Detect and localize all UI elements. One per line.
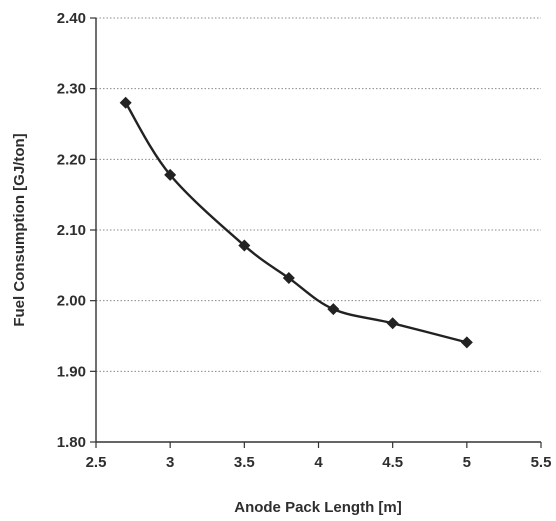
x-tick-label: 3.5 (234, 454, 255, 471)
series (119, 96, 473, 349)
y-tick-label: 2.20 (57, 151, 86, 168)
y-tick-label: 2.40 (57, 10, 86, 27)
grid (96, 17, 541, 372)
x-tick-labels: 2.5 3 3.5 4 4.5 5 5.5 (86, 442, 552, 471)
data-point-marker (282, 272, 295, 285)
y-axis-title: Fuel Consumption [GJ/ton] (11, 133, 28, 326)
y-tick-label: 2.00 (57, 293, 86, 310)
y-tick-labels: 2.40 2.30 2.20 2.10 2.00 1.90 1.80 (57, 10, 96, 451)
data-point-marker (460, 336, 473, 349)
x-tick-label: 5.5 (531, 454, 552, 471)
x-tick-label: 3 (166, 454, 174, 471)
x-tick-label: 4.5 (382, 454, 403, 471)
x-tick-label: 2.5 (86, 454, 107, 471)
data-point-marker (119, 96, 132, 109)
data-point-marker (238, 239, 251, 252)
x-tick-label: 4 (314, 454, 323, 471)
y-tick-label: 2.10 (57, 222, 86, 239)
x-tick-label: 5 (463, 454, 471, 471)
x-axis-title: Anode Pack Length [m] (234, 499, 402, 516)
series-line (124, 102, 468, 344)
y-tick-label: 1.80 (57, 434, 86, 451)
data-point-marker (164, 168, 177, 181)
y-tick-label: 1.90 (57, 363, 86, 380)
data-point-marker (327, 303, 340, 316)
data-point-marker (386, 317, 399, 330)
y-tick-label: 2.30 (57, 81, 86, 98)
